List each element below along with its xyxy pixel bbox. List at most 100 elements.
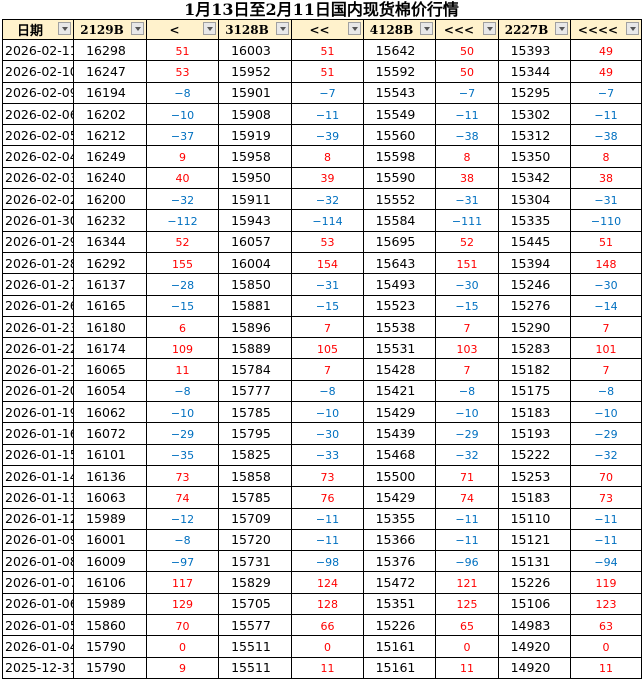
change-cell[interactable]: −8	[146, 379, 219, 403]
change-cell[interactable]: 151	[435, 251, 499, 275]
date-cell[interactable]: 2026-02-06	[2, 102, 74, 126]
change-cell[interactable]: −11	[570, 507, 642, 530]
price-cell[interactable]: 15222	[498, 443, 571, 466]
change-cell[interactable]: 8	[435, 145, 499, 168]
price-cell[interactable]: 16174	[73, 337, 147, 360]
change-cell[interactable]: 50	[435, 38, 499, 62]
price-cell[interactable]: 15106	[498, 592, 571, 616]
date-cell[interactable]: 2026-01-04	[2, 635, 74, 658]
price-cell[interactable]: 15785	[218, 401, 292, 424]
price-cell[interactable]: 15421	[363, 379, 436, 403]
price-cell[interactable]: 15552	[363, 188, 436, 211]
price-cell[interactable]: 15777	[218, 379, 292, 403]
price-cell[interactable]: 15989	[73, 507, 147, 530]
price-cell[interactable]: 15376	[363, 550, 436, 573]
change-cell[interactable]: −8	[570, 379, 642, 403]
change-cell[interactable]: −96	[435, 550, 499, 573]
price-cell[interactable]: 16063	[73, 486, 147, 509]
change-cell[interactable]: 38	[435, 166, 499, 190]
price-cell[interactable]: 15131	[498, 550, 571, 573]
change-cell[interactable]: −110	[570, 209, 642, 232]
change-cell[interactable]: −11	[291, 528, 364, 552]
price-cell[interactable]: 15394	[498, 251, 571, 275]
change-cell[interactable]: −7	[435, 81, 499, 104]
price-cell[interactable]: 15290	[498, 315, 571, 339]
filter-dropdown-icon[interactable]	[626, 22, 639, 35]
price-cell[interactable]: 16004	[218, 251, 292, 275]
change-cell[interactable]: −11	[291, 507, 364, 530]
price-cell[interactable]: 15183	[498, 401, 571, 424]
date-cell[interactable]: 2026-02-02	[2, 188, 74, 211]
change-cell[interactable]: −8	[291, 379, 364, 403]
price-cell[interactable]: 15121	[498, 528, 571, 552]
change-cell[interactable]: 71	[435, 464, 499, 488]
price-cell[interactable]: 15445	[498, 230, 571, 253]
date-cell[interactable]: 2026-01-22	[2, 337, 74, 360]
change-cell[interactable]: 65	[435, 614, 499, 637]
price-cell[interactable]: 15908	[218, 102, 292, 126]
change-cell[interactable]: 49	[570, 38, 642, 62]
change-cell[interactable]: −7	[291, 81, 364, 104]
price-cell[interactable]: 15850	[218, 273, 292, 296]
price-cell[interactable]: 15896	[218, 315, 292, 339]
change-cell[interactable]: −33	[291, 443, 364, 466]
price-cell[interactable]: 16057	[218, 230, 292, 253]
change-cell[interactable]: −10	[146, 102, 219, 126]
change-cell[interactable]: −11	[570, 102, 642, 126]
price-cell[interactable]: 16344	[73, 230, 147, 253]
change-cell[interactable]: 148	[570, 251, 642, 275]
change-cell[interactable]: −11	[435, 528, 499, 552]
change-cell[interactable]: −15	[435, 294, 499, 317]
date-cell[interactable]: 2026-01-14	[2, 464, 74, 488]
change-cell[interactable]: −31	[291, 273, 364, 296]
date-cell[interactable]: 2026-01-16	[2, 422, 74, 445]
change-cell[interactable]: −31	[435, 188, 499, 211]
price-cell[interactable]: 15429	[363, 486, 436, 509]
price-cell[interactable]: 15500	[363, 464, 436, 488]
date-cell[interactable]: 2026-02-10	[2, 60, 74, 83]
date-cell[interactable]: 2026-02-03	[2, 166, 74, 190]
change-cell[interactable]: −32	[146, 188, 219, 211]
price-cell[interactable]: 15543	[363, 81, 436, 104]
change-cell[interactable]: 73	[291, 464, 364, 488]
change-cell[interactable]: −29	[146, 422, 219, 445]
change-cell[interactable]: 6	[146, 315, 219, 339]
change-cell[interactable]: −10	[435, 401, 499, 424]
price-cell[interactable]: 15183	[498, 486, 571, 509]
date-cell[interactable]: 2026-01-08	[2, 550, 74, 573]
change-cell[interactable]: −10	[291, 401, 364, 424]
price-cell[interactable]: 15695	[363, 230, 436, 253]
price-cell[interactable]: 15428	[363, 358, 436, 381]
filter-dropdown-icon[interactable]	[483, 22, 496, 35]
change-cell[interactable]: −112	[146, 209, 219, 232]
price-cell[interactable]: 15304	[498, 188, 571, 211]
date-cell[interactable]: 2026-01-27	[2, 273, 74, 296]
price-cell[interactable]: 15790	[73, 635, 147, 658]
date-cell[interactable]: 2026-01-05	[2, 614, 74, 637]
price-cell[interactable]: 15549	[363, 102, 436, 126]
change-cell[interactable]: 63	[570, 614, 642, 637]
change-cell[interactable]: −14	[570, 294, 642, 317]
price-cell[interactable]: 15531	[363, 337, 436, 360]
price-cell[interactable]: 15523	[363, 294, 436, 317]
change-cell[interactable]: 7	[435, 358, 499, 381]
filter-dropdown-icon[interactable]	[420, 22, 433, 35]
change-cell[interactable]: −10	[570, 401, 642, 424]
change-cell[interactable]: −11	[570, 528, 642, 552]
change-cell[interactable]: −7	[570, 81, 642, 104]
price-cell[interactable]: 15785	[218, 486, 292, 509]
date-cell[interactable]: 2026-01-21	[2, 358, 74, 381]
date-cell[interactable]: 2026-02-05	[2, 124, 74, 147]
change-cell[interactable]: 7	[570, 358, 642, 381]
change-cell[interactable]: 9	[146, 145, 219, 168]
change-cell[interactable]: 51	[146, 38, 219, 62]
change-cell[interactable]: 8	[291, 145, 364, 168]
change-cell[interactable]: 109	[146, 337, 219, 360]
date-cell[interactable]: 2025-12-31	[2, 656, 74, 679]
change-cell[interactable]: −114	[291, 209, 364, 232]
change-cell[interactable]: 66	[291, 614, 364, 637]
change-cell[interactable]: 50	[435, 60, 499, 83]
change-cell[interactable]: 40	[146, 166, 219, 190]
date-cell[interactable]: 2026-01-15	[2, 443, 74, 466]
price-cell[interactable]: 15958	[218, 145, 292, 168]
